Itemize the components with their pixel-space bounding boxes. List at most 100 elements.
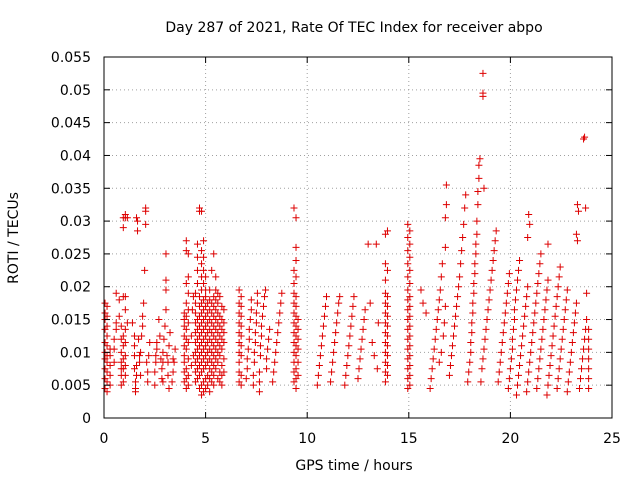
data-point	[134, 217, 142, 225]
data-point	[530, 319, 538, 327]
data-point	[182, 345, 190, 353]
data-point	[151, 368, 159, 376]
data-point	[204, 381, 212, 389]
data-point	[112, 289, 120, 297]
data-point	[521, 312, 529, 320]
data-point	[220, 319, 228, 327]
data-point	[571, 309, 579, 317]
data-point	[133, 214, 141, 222]
data-point	[519, 332, 527, 340]
y-tick-label: 0.005	[51, 378, 91, 394]
data-point	[469, 299, 477, 307]
y-tick-label: 0	[82, 411, 91, 427]
data-point	[534, 375, 542, 383]
data-point	[294, 358, 302, 366]
grid-lines	[104, 57, 612, 418]
data-point	[208, 266, 216, 274]
data-point	[335, 299, 343, 307]
data-point	[294, 335, 302, 343]
data-point	[121, 325, 129, 333]
data-point	[214, 358, 222, 366]
data-point	[383, 352, 391, 360]
data-point	[220, 339, 228, 347]
data-point	[552, 302, 560, 310]
x-tick-label: 0	[100, 431, 109, 447]
data-point	[504, 279, 512, 287]
data-point	[182, 312, 190, 320]
axis-ticks	[103, 56, 613, 419]
data-point	[315, 361, 323, 369]
data-point	[526, 358, 534, 366]
data-point	[383, 332, 391, 340]
data-point	[536, 260, 544, 268]
data-point	[276, 309, 284, 317]
data-point	[445, 371, 453, 379]
data-point	[406, 361, 414, 369]
data-point	[428, 365, 436, 373]
data-point	[406, 266, 414, 274]
data-point	[372, 240, 380, 248]
data-point	[237, 352, 245, 360]
data-point	[145, 352, 153, 360]
data-point	[187, 361, 195, 369]
data-point	[488, 266, 496, 274]
data-point	[508, 345, 516, 353]
data-point	[558, 335, 566, 343]
y-tick-label: 0.025	[51, 247, 91, 263]
data-point	[246, 316, 254, 324]
data-point	[573, 237, 581, 245]
data-point	[350, 293, 358, 301]
data-point	[273, 339, 281, 347]
data-point	[474, 201, 482, 209]
y-tick-label: 0.035	[51, 181, 91, 197]
plot-frame	[103, 56, 613, 419]
data-point	[347, 322, 355, 330]
data-point	[327, 378, 335, 386]
data-point	[158, 375, 166, 383]
data-point	[568, 339, 576, 347]
data-point	[198, 207, 206, 215]
data-point	[535, 365, 543, 373]
data-point	[560, 316, 568, 324]
data-point	[585, 335, 593, 343]
data-point	[515, 266, 523, 274]
data-point	[106, 371, 114, 379]
y-axis-label: ROTI / TECUs	[6, 192, 22, 284]
data-point	[250, 358, 258, 366]
data-point	[494, 378, 502, 386]
data-point	[562, 296, 570, 304]
data-point	[212, 365, 220, 373]
data-point	[193, 253, 201, 261]
data-point	[579, 355, 587, 363]
data-point	[128, 319, 136, 327]
data-point	[508, 335, 516, 343]
data-point	[263, 365, 271, 373]
data-point	[442, 181, 450, 189]
data-point	[330, 348, 338, 356]
y-tick-label: 0.03	[60, 214, 91, 230]
data-point	[502, 299, 510, 307]
data-point	[524, 283, 532, 291]
data-point	[531, 309, 539, 317]
data-point	[316, 352, 324, 360]
data-point	[482, 325, 490, 333]
data-point	[475, 174, 483, 182]
data-point	[294, 345, 302, 353]
data-point	[438, 260, 446, 268]
y-tick-label: 0.055	[51, 50, 91, 66]
data-point	[427, 375, 435, 383]
data-point	[257, 322, 265, 330]
data-point	[559, 325, 567, 333]
data-point	[292, 302, 300, 310]
data-point	[452, 312, 460, 320]
data-point	[522, 302, 530, 310]
data-point	[458, 247, 466, 255]
data-point	[265, 335, 273, 343]
data-point	[481, 335, 489, 343]
data-point	[255, 368, 263, 376]
data-point	[269, 378, 277, 386]
data-point	[569, 329, 577, 337]
data-point	[146, 339, 154, 347]
data-point	[432, 325, 440, 333]
